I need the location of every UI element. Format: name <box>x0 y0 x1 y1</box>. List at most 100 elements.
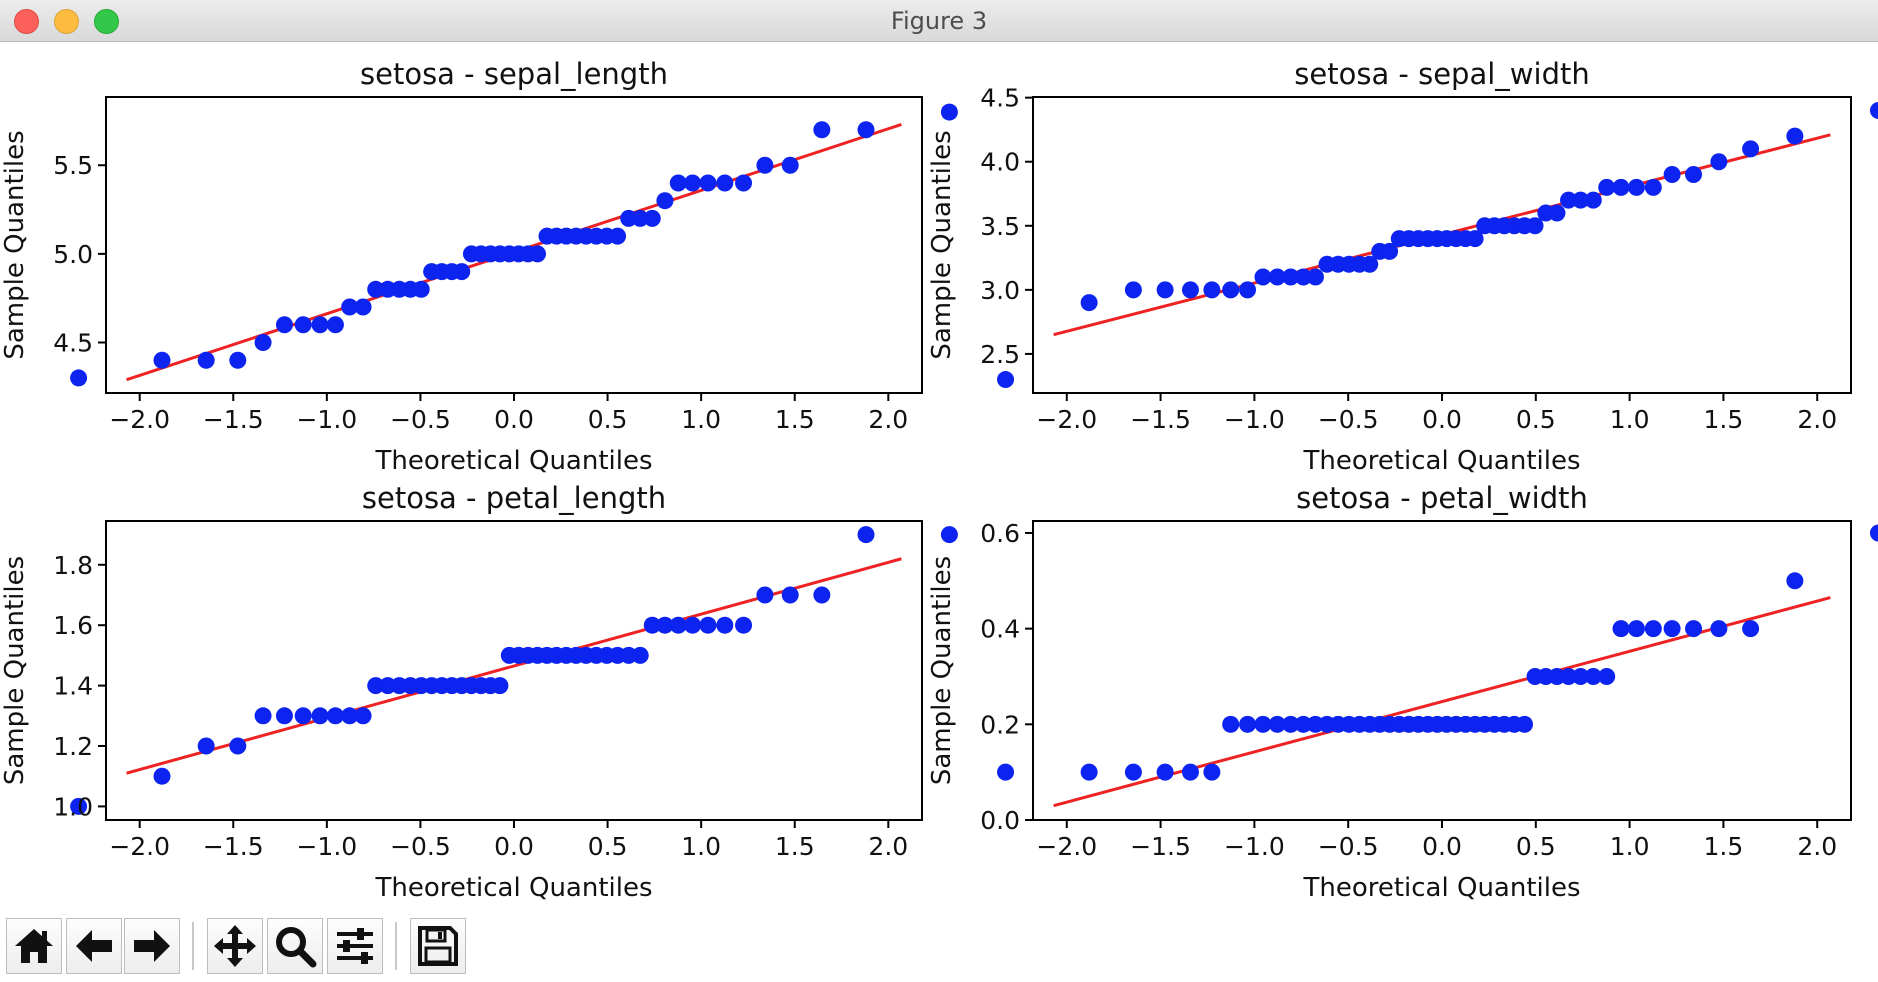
x-tick-label: 2.0 <box>868 405 908 434</box>
y-tick-label: 3.0 <box>980 276 1020 305</box>
y-axis-label: Sample Quantiles <box>0 556 30 785</box>
y-tick-label: 0.4 <box>980 615 1020 644</box>
data-point <box>609 227 627 245</box>
data-point <box>254 707 272 725</box>
navigation-toolbar <box>0 912 1878 982</box>
x-tick-label: 0.5 <box>588 405 628 434</box>
data-point <box>940 103 958 121</box>
data-point <box>735 616 753 634</box>
x-axis-label: Theoretical Quantiles <box>374 446 652 476</box>
y-tick-label: 0.2 <box>980 710 1020 739</box>
data-point <box>940 526 958 544</box>
y-tick-label: 4.5 <box>980 84 1020 113</box>
data-point <box>1080 763 1098 781</box>
x-tick-label: −1.0 <box>1224 832 1285 861</box>
data-point <box>529 245 547 263</box>
subplot-title: setosa - petal_width <box>1296 481 1588 515</box>
minimize-window-button[interactable] <box>54 9 79 34</box>
save-button[interactable] <box>410 918 466 974</box>
toolbar-separator <box>395 922 397 970</box>
data-point <box>684 616 702 634</box>
data-point <box>153 351 171 369</box>
data-point <box>669 616 687 634</box>
x-axis-label: Theoretical Quantiles <box>1302 873 1580 903</box>
subplot-3[interactable]: setosa - petal_length −2.0 −1.5 −1.0 −0.5 0.0… <box>0 481 958 903</box>
data-point <box>1156 281 1174 299</box>
data-point <box>354 707 372 725</box>
close-window-button[interactable] <box>14 9 39 34</box>
data-point <box>311 707 329 725</box>
subplot-4[interactable]: setosa - petal_width −2.0 −1.5 −1.0 −0.5 0.0 0… <box>927 481 1878 903</box>
data-point <box>1612 178 1630 196</box>
x-tick-label: −2.0 <box>109 405 170 434</box>
data-point <box>1644 178 1662 196</box>
y-axis-label: Sample Quantiles <box>927 130 957 359</box>
pan-icon <box>214 925 256 967</box>
subplot-2[interactable]: setosa - sepal_width −2.0 −1.5 −1.0 −0.5 0.0 0… <box>927 57 1878 476</box>
x-tick-label: −2.0 <box>109 832 170 861</box>
data-point <box>354 298 372 316</box>
y-tick-label: 1.0 <box>53 792 93 821</box>
data-point <box>1203 281 1221 299</box>
data-point <box>275 316 293 334</box>
data-point <box>1663 620 1681 638</box>
data-point <box>70 797 88 815</box>
zoom-button[interactable] <box>267 918 323 974</box>
x-tick-label: 0.5 <box>1516 832 1556 861</box>
data-point <box>1306 268 1324 286</box>
data-point <box>656 616 674 634</box>
data-point <box>1268 268 1286 286</box>
y-tick-label: 0.6 <box>980 519 1020 548</box>
data-point <box>1466 230 1484 248</box>
data-point <box>1869 524 1878 542</box>
x-tick-label: 2.0 <box>1797 405 1837 434</box>
data-point <box>326 316 344 334</box>
axes-frame <box>105 520 923 821</box>
data-point <box>197 351 215 369</box>
configure-subplots-button[interactable] <box>327 918 383 974</box>
x-tick-label: −0.5 <box>390 405 451 434</box>
figure-canvas[interactable]: setosa - sepal_length −2.0 −1.5 −1.0 −0.5 0.0… <box>0 42 1878 912</box>
data-point <box>1627 178 1645 196</box>
data-point <box>1627 620 1645 638</box>
back-arrow-icon <box>76 930 112 962</box>
x-tick-label: 1.5 <box>775 405 815 434</box>
x-axis-label: Theoretical Quantiles <box>1302 446 1580 476</box>
x-tick-label: −0.5 <box>390 832 451 861</box>
data-point <box>341 298 359 316</box>
data-point <box>699 616 717 634</box>
x-tick-label: −1.0 <box>296 405 357 434</box>
data-point <box>197 737 215 755</box>
back-button[interactable] <box>66 918 122 974</box>
x-axis-label: Theoretical Quantiles <box>374 873 652 903</box>
data-point <box>1282 715 1300 733</box>
data-point <box>412 280 430 298</box>
data-point <box>756 156 774 174</box>
data-point <box>813 121 831 139</box>
data-point <box>70 369 88 387</box>
data-point <box>735 174 753 192</box>
x-tick-label: 1.5 <box>775 832 815 861</box>
pan-button[interactable] <box>207 918 263 974</box>
data-point <box>716 174 734 192</box>
y-tick-label: 2.5 <box>980 340 1020 369</box>
forward-arrow-icon <box>134 930 170 962</box>
data-point <box>1516 715 1534 733</box>
data-point <box>1598 667 1616 685</box>
data-point <box>1572 667 1590 685</box>
zoom-window-button[interactable] <box>94 9 119 34</box>
data-point <box>1124 281 1142 299</box>
data-point <box>294 707 312 725</box>
x-tick-label: 1.0 <box>681 405 721 434</box>
x-tick-label: 1.5 <box>1704 832 1744 861</box>
subplot-1[interactable]: setosa - sepal_length −2.0 −1.5 −1.0 −0.5 0.0… <box>0 57 958 476</box>
forward-button[interactable] <box>124 918 180 974</box>
x-tick-label: −0.5 <box>1318 832 1379 861</box>
home-button[interactable] <box>6 918 62 974</box>
data-point <box>1294 268 1312 286</box>
data-point <box>1786 127 1804 145</box>
x-tick-label: 0.0 <box>494 405 534 434</box>
data-point <box>997 371 1015 389</box>
axes-frame <box>105 96 923 394</box>
x-tick-label: −2.0 <box>1036 832 1097 861</box>
